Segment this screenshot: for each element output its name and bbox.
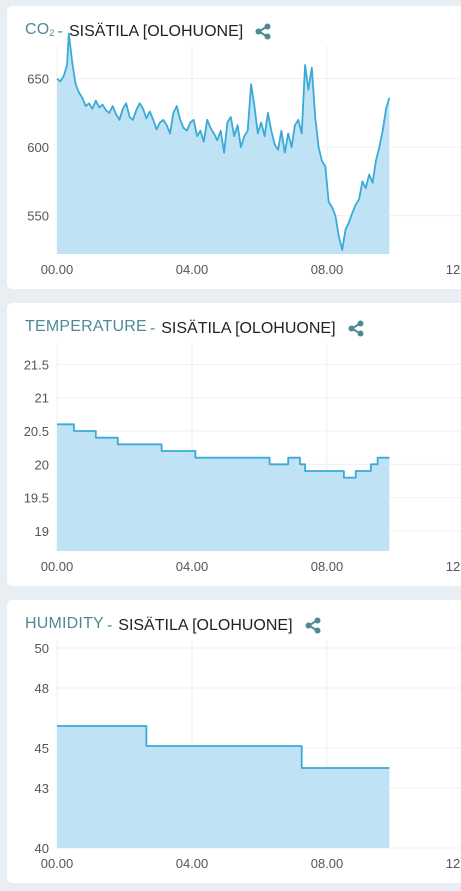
metric-title: TEMPERATURE (25, 318, 147, 335)
location-title: SISÄTILA [OLOHUONE] (161, 319, 336, 337)
y-tick-label: 20 (35, 457, 49, 472)
card-header: HUMIDITY - SISÄTILA [OLOHUONE] (25, 613, 321, 638)
x-tick-label: 12.00 (446, 559, 461, 574)
series-line (57, 725, 390, 769)
x-tick-label: 00.00 (41, 856, 74, 871)
humidity-chart: 40 43 45 48 50 00.00 04.00 08.00 12.00 (35, 640, 461, 871)
x-tick-label: 12.00 (446, 262, 461, 277)
y-tick-label: 21.5 (24, 357, 49, 372)
title-separator: - (106, 616, 113, 634)
x-tick-label: 04.00 (176, 856, 209, 871)
title-separator: - (57, 22, 63, 40)
humidity-chart-card: HUMIDITY - SISÄTILA [OLOHUONE] 40 43 45 48 5… (7, 600, 461, 883)
y-tick-label: 50 (35, 641, 49, 656)
series-line (56, 32, 391, 251)
y-tick-label: 19.5 (24, 491, 49, 506)
share-icon[interactable] (255, 23, 271, 40)
co2-chart: 550 600 650 00.00 04.00 08.00 12.00 (27, 32, 461, 277)
y-tick-label: 550 (27, 209, 49, 224)
y-tick-label: 43 (35, 781, 49, 796)
location-title: SISÄTILA [OLOHUONE] (118, 616, 293, 634)
co2-chart-card: CO2 - SISÄTILA [OLOHUONE] 550 600 650 00.00… (7, 6, 461, 289)
x-tick-label: 04.00 (176, 262, 209, 277)
y-tick-label: 48 (35, 681, 49, 696)
x-tick-label: 00.00 (41, 262, 74, 277)
y-tick-label: 19 (35, 524, 49, 539)
y-tick-label: 45 (35, 741, 49, 756)
y-tick-label: 40 (35, 841, 49, 856)
x-tick-label: 08.00 (311, 262, 344, 277)
y-tick-label: 21 (35, 391, 49, 406)
location-title: SISÄTILA [OLOHUONE] (68, 22, 244, 40)
series-area (57, 726, 390, 848)
y-tick-label: 20.5 (24, 424, 49, 439)
metric-title: HUMIDITY (25, 615, 104, 632)
share-icon[interactable] (348, 320, 364, 337)
temperature-chart-card: TEMPERATURE - SISÄTILA [OLOHUONE] 19 19.5… (7, 303, 461, 586)
title-separator: - (149, 319, 156, 337)
metric-title: CO2 (25, 21, 55, 38)
series-area (57, 33, 390, 254)
series-line (57, 423, 390, 479)
x-tick-label: 12.00 (446, 856, 461, 871)
x-tick-label: 00.00 (41, 559, 74, 574)
temperature-chart: 19 19.5 20 20.5 21 21.5 00.00 04.00 08.00 12.00 (24, 343, 461, 574)
x-tick-label: 08.00 (311, 856, 344, 871)
x-tick-label: 04.00 (176, 559, 209, 574)
y-tick-label: 600 (27, 140, 49, 155)
share-icon[interactable] (305, 617, 321, 634)
series-area (57, 424, 390, 551)
y-tick-label: 650 (27, 72, 49, 87)
card-header: TEMPERATURE - SISÄTILA [OLOHUONE] (25, 316, 364, 341)
card-header: CO2 - SISÄTILA [OLOHUONE] (25, 19, 271, 44)
x-tick-label: 08.00 (311, 559, 344, 574)
